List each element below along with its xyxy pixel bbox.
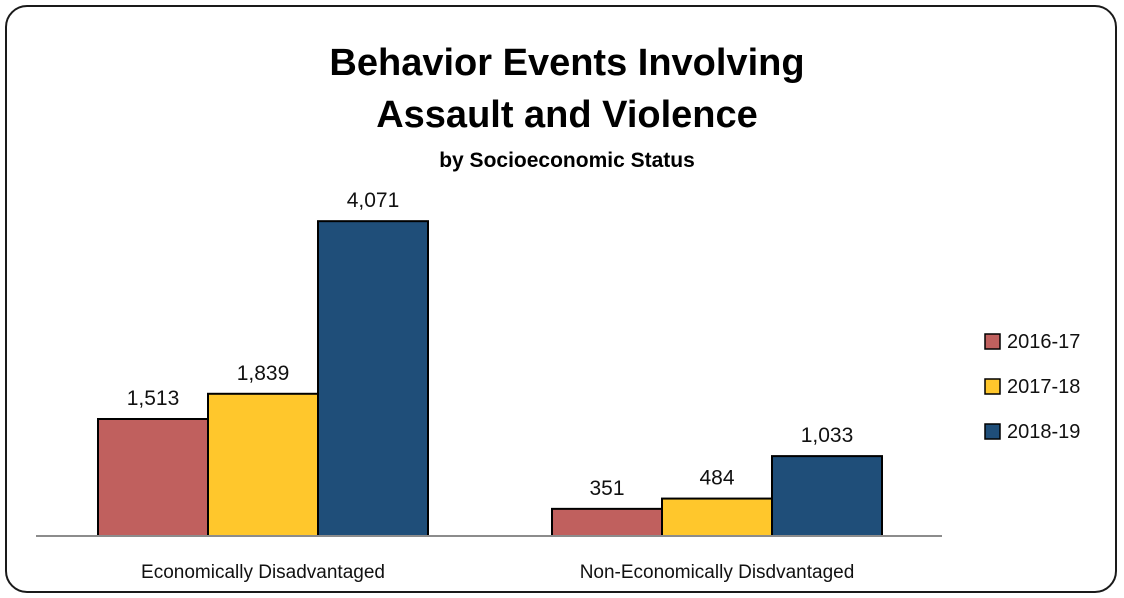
legend-label-2018-19: 2018-19 [1007,421,1080,443]
bar-2018-19-non-econ-disadvantaged [771,455,883,537]
chart-title-line-1: Behavior Events Involving [329,42,804,84]
chart-subtitle: by Socioeconomic Status [439,149,695,172]
legend-swatch-2017-18 [984,378,1001,395]
legend-swatch-2016-17 [984,333,1001,350]
data-label: 1,033 [801,424,854,447]
legend-label-2017-18: 2017-18 [1007,376,1080,398]
data-label: 4,071 [347,189,400,212]
chart-title-line-2: Assault and Violence [376,94,758,136]
category-label: Economically Disadvantaged [141,562,385,583]
bar-2016-17-econ-disadvantaged [97,417,209,537]
data-label: 1,513 [127,387,180,410]
bar-2016-17-non-econ-disadvantaged [551,507,663,537]
data-label: 1,839 [237,362,290,385]
data-label: 351 [589,477,624,500]
category-label: Non-Economically Disdvantaged [580,562,855,583]
data-label: 484 [699,467,734,490]
legend-swatch-2018-19 [984,423,1001,440]
bars-layer [97,220,883,538]
legend-label-2016-17: 2016-17 [1007,331,1080,353]
bar-2018-19-econ-disadvantaged [317,220,429,537]
legend: 2016-17 2017-18 2018-19 [984,331,1080,443]
bar-2017-18-non-econ-disadvantaged [661,497,773,538]
bar-2017-18-econ-disadvantaged [207,392,319,537]
data-labels-layer: 1,513 1,839 4,071 351 484 1,033 [127,189,854,500]
category-labels-layer: Economically Disadvantaged Non-Economical… [141,562,854,583]
